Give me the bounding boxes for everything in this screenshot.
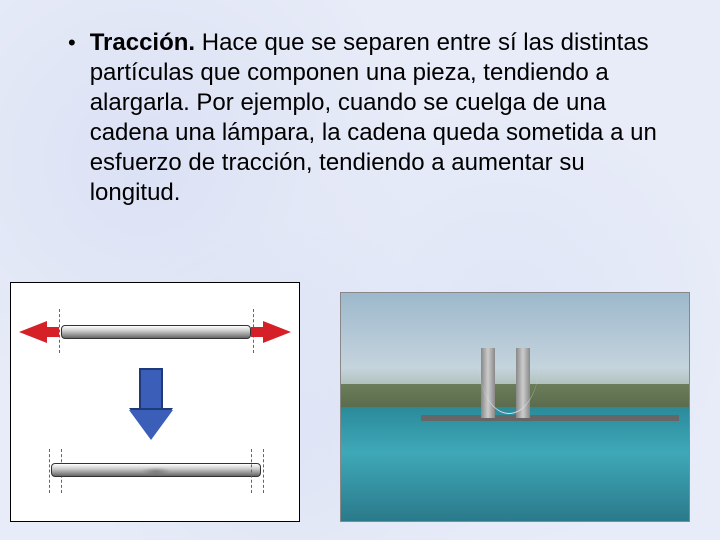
paragraph: Tracción. Hace que se separen entre sí l… bbox=[90, 28, 670, 208]
bar-original bbox=[61, 325, 251, 339]
photo-water bbox=[341, 407, 689, 521]
slide-content: • Tracción. Hace que se separen entre sí… bbox=[0, 0, 720, 208]
guide-line bbox=[251, 449, 252, 493]
traction-diagram bbox=[10, 282, 300, 522]
force-arrow-left-icon bbox=[19, 321, 47, 343]
bridge-deck bbox=[421, 415, 679, 421]
images-row bbox=[10, 282, 700, 522]
force-arrow-right-icon bbox=[263, 321, 291, 343]
bridge-photo bbox=[340, 292, 690, 522]
bar-elongated bbox=[51, 463, 261, 477]
term-bold: Tracción. bbox=[90, 29, 195, 56]
guide-line bbox=[49, 449, 50, 493]
bullet-item: • Tracción. Hace que se separen entre sí… bbox=[50, 28, 670, 208]
bullet-marker: • bbox=[68, 30, 76, 56]
result-arrow-down-icon bbox=[139, 368, 173, 440]
guide-line bbox=[263, 449, 264, 493]
guide-line bbox=[59, 309, 60, 353]
